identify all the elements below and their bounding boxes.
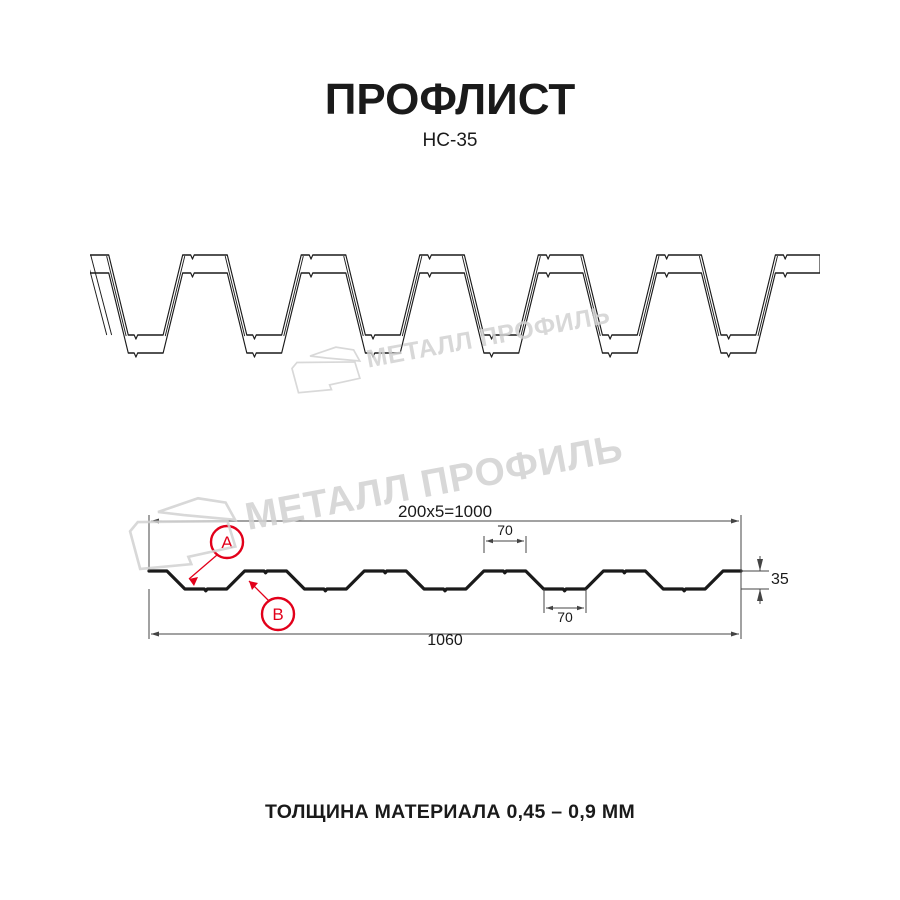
svg-text:B: B [272, 605, 283, 624]
svg-text:70: 70 [557, 609, 573, 625]
svg-text:200x5=1000: 200x5=1000 [398, 502, 492, 521]
svg-text:35: 35 [771, 571, 789, 588]
svg-text:A: A [221, 533, 233, 552]
svg-text:1060: 1060 [427, 632, 463, 649]
svg-text:70: 70 [497, 522, 513, 538]
